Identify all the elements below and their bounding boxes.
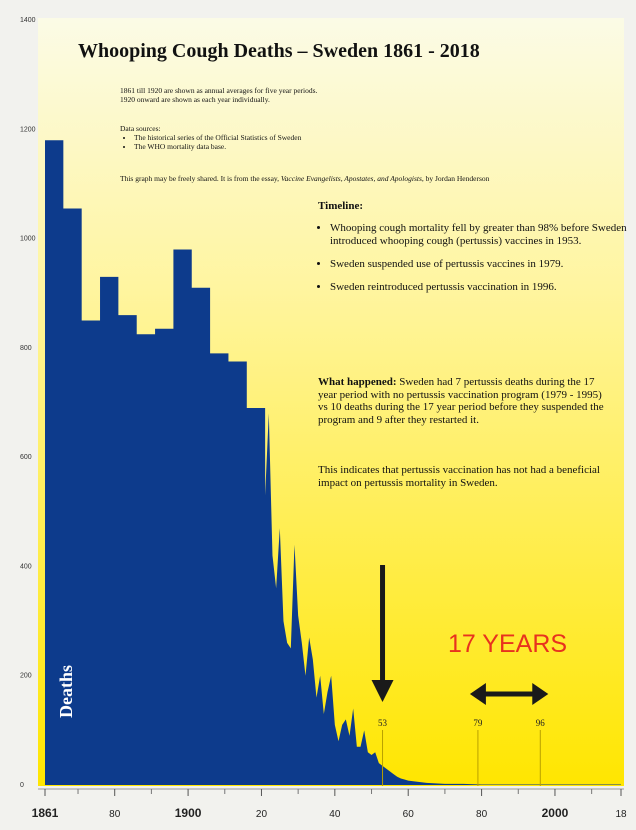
y-axis: 0 200 400 600 800 1000 1200 1400: [20, 17, 36, 789]
data-sources: Data sources: The historical series of t…: [120, 124, 480, 151]
conclusion-paragraph: This indicates that pertussis vaccinatio…: [318, 464, 600, 489]
source-item: The historical series of the Official St…: [134, 133, 480, 142]
y-tick-label: 200: [20, 673, 32, 680]
sources-heading: Data sources:: [120, 124, 161, 133]
x-tick-label: 80: [109, 809, 121, 820]
share-prefix: This graph may be freely shared. It is f…: [120, 174, 281, 183]
share-note: This graph may be freely shared. It is f…: [120, 174, 560, 183]
note-line-1: 1861 till 1920 are shown as annual avera…: [120, 86, 318, 95]
range-arrow-left-head: [469, 683, 486, 705]
x-tick-label: 2000: [542, 806, 569, 820]
seventeen-years-label: 17 YEARS: [448, 630, 568, 658]
timeline-heading: Timeline:: [318, 200, 364, 212]
x-tick-label: 18: [615, 809, 627, 820]
y-tick-label: 600: [20, 454, 32, 461]
x-tick-label: 40: [329, 809, 341, 820]
note-line-2: 1920 onward are shown as each year indiv…: [120, 95, 270, 104]
timeline-item: Sweden suspended use of pertussis vaccin…: [330, 258, 630, 271]
timeline-item: Whooping cough mortality fell by greater…: [330, 222, 630, 248]
chart-title: Whooping Cough Deaths – Sweden 1861 - 20…: [78, 40, 480, 62]
sources-list: The historical series of the Official St…: [120, 133, 480, 151]
what-happened-text: Sweden had 7 pertussis deaths during the…: [318, 376, 604, 426]
y-tick-label: 1400: [20, 17, 36, 24]
arrows: [371, 565, 549, 705]
what-happened-paragraph: What happened: Sweden had 7 pertussis de…: [318, 376, 610, 426]
x-tick-label: 20: [256, 809, 268, 820]
x-tick-label: 60: [403, 809, 415, 820]
share-suffix: , by Jordan Henderson: [421, 174, 490, 183]
year-marker-label: 96: [536, 718, 546, 728]
year-marker-label: 79: [473, 718, 483, 728]
x-tick-label: 1861: [32, 806, 59, 820]
essay-title: Vaccine Evangelists, Apostates, and Apol…: [280, 174, 422, 183]
what-happened-label: What happened:: [318, 376, 397, 388]
x-tick-label: 1900: [175, 806, 202, 820]
source-item: The WHO mortality data base.: [134, 142, 480, 151]
year-marker-label: 53: [378, 718, 388, 728]
range-arrow-right-head: [532, 683, 549, 705]
deaths-area: [45, 140, 621, 785]
x-axis: 1861 80 1900 20 40 60 80 2000 18: [32, 788, 627, 820]
averaging-note: 1861 till 1920 are shown as annual avera…: [120, 86, 480, 104]
timeline-list: Whooping cough mortality fell by greater…: [310, 222, 630, 304]
deaths-area-series: [45, 140, 621, 785]
y-tick-label: 1200: [20, 126, 36, 133]
x-tick-label: 80: [476, 809, 488, 820]
y-tick-label: 800: [20, 345, 32, 352]
y-axis-label: Deaths: [56, 665, 76, 718]
y-tick-label: 400: [20, 563, 32, 570]
down-arrow-head: [371, 680, 394, 702]
y-tick-label: 1000: [20, 236, 36, 243]
timeline-item: Sweden reintroduced pertussis vaccinatio…: [330, 281, 630, 294]
y-tick-label: 0: [20, 782, 24, 789]
year-annotations: 53 79 96: [378, 718, 545, 786]
